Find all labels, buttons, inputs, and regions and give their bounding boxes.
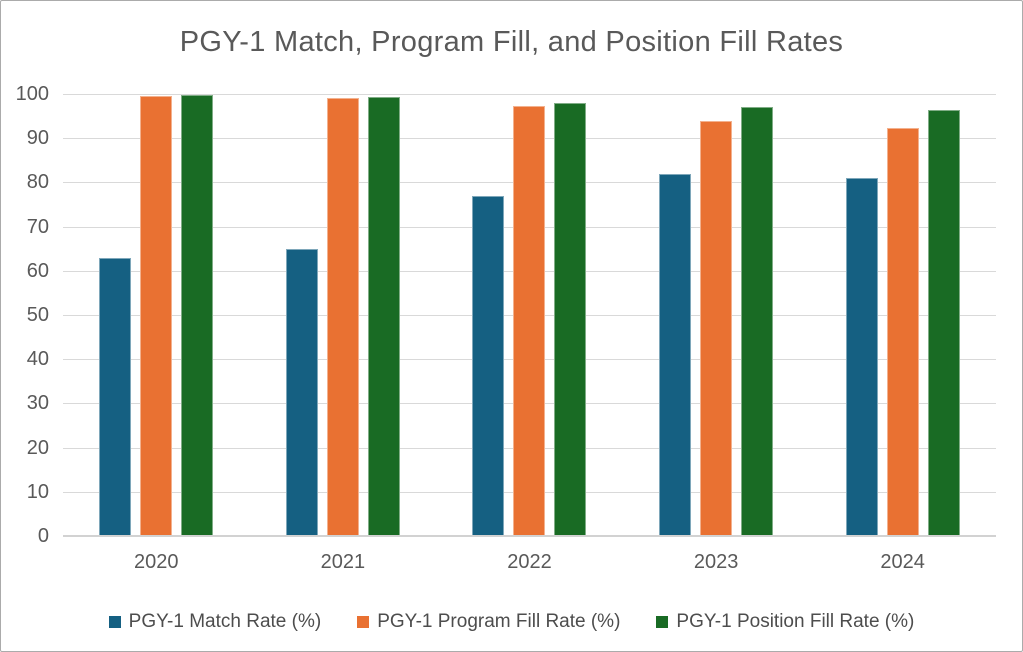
- y-tick-label: 70: [26, 215, 49, 238]
- legend-item-pgy-1-match-rate: PGY-1 Match Rate (%): [108, 611, 322, 633]
- bar-group-2024: 2024: [809, 94, 996, 573]
- legend-label: PGY-1 Program Fill Rate (%): [377, 611, 621, 632]
- legend: PGY-1 Match Rate (%) PGY-1 Program Fill R…: [1, 611, 1022, 633]
- legend-item-pgy-1-program-fill-rate: PGY-1 Program Fill Rate (%): [357, 611, 620, 633]
- bar-group-2023: 2023: [623, 94, 810, 573]
- bar-group-2022: 2022: [436, 94, 623, 573]
- bar-pgy-1-program-fill-rate-2022: [513, 105, 546, 536]
- x-tick-label: 2023: [693, 551, 739, 573]
- bar-pgy-1-program-fill-rate-2023: [700, 120, 733, 536]
- legend-swatch: [357, 616, 370, 628]
- y-tick-label: 90: [26, 127, 49, 150]
- bar-pgy-1-position-fill-rate-2024: [927, 109, 960, 536]
- bar-group-2020: 2020: [63, 94, 250, 573]
- plot-area: 2020 2021 2022 2023 2024: [63, 94, 996, 573]
- bar-groups: 2020 2021 2022 2023 2024: [63, 94, 996, 573]
- y-tick-label: 40: [26, 348, 49, 371]
- legend-label: PGY-1 Position Fill Rate (%): [676, 611, 915, 632]
- x-tick-label: 2020: [134, 551, 179, 573]
- y-tick-label: 50: [26, 304, 49, 326]
- chart-title: PGY-1 Match, Program Fill, and Position …: [179, 26, 844, 58]
- legend-swatch: [656, 616, 669, 628]
- y-tick-label: 60: [26, 259, 49, 282]
- legend-item-pgy-1-position-fill-rate: PGY-1 Position Fill Rate (%): [656, 611, 914, 633]
- bar-pgy-1-match-rate-2023: [659, 173, 692, 536]
- x-tick-label: 2022: [507, 551, 552, 573]
- x-tick-label: 2021: [320, 551, 366, 573]
- bar-pgy-1-program-fill-rate-2021: [326, 98, 359, 536]
- bar-pgy-1-match-rate-2020: [99, 257, 132, 536]
- legend-label: PGY-1 Match Rate (%): [128, 611, 322, 632]
- bar-pgy-1-program-fill-rate-2024: [886, 128, 919, 536]
- gridline: [63, 94, 996, 95]
- y-tick-label: 80: [26, 171, 49, 194]
- y-tick-label: 30: [26, 392, 49, 415]
- y-tick-label: 0: [37, 525, 49, 547]
- y-tick-label: 20: [26, 436, 49, 459]
- bar-pgy-1-match-rate-2022: [472, 195, 505, 536]
- x-tick-label: 2024: [880, 551, 925, 573]
- bar-pgy-1-position-fill-rate-2021: [367, 97, 400, 536]
- bar-pgy-1-program-fill-rate-2020: [140, 96, 173, 536]
- bar-pgy-1-position-fill-rate-2023: [741, 106, 774, 536]
- y-tick-label: 100: [15, 83, 49, 105]
- bar-group-2021: 2021: [250, 94, 437, 573]
- x-axis-line: [63, 535, 996, 537]
- bar-pgy-1-position-fill-rate-2020: [181, 94, 214, 536]
- y-tick-label: 10: [26, 480, 49, 503]
- bar-pgy-1-match-rate-2021: [285, 248, 318, 536]
- y-axis: 0 10 20 30 40 50 60 70 80 90 100: [1, 84, 49, 546]
- legend-swatch: [108, 616, 121, 628]
- bar-pgy-1-position-fill-rate-2022: [554, 102, 587, 536]
- bar-pgy-1-match-rate-2024: [845, 177, 878, 536]
